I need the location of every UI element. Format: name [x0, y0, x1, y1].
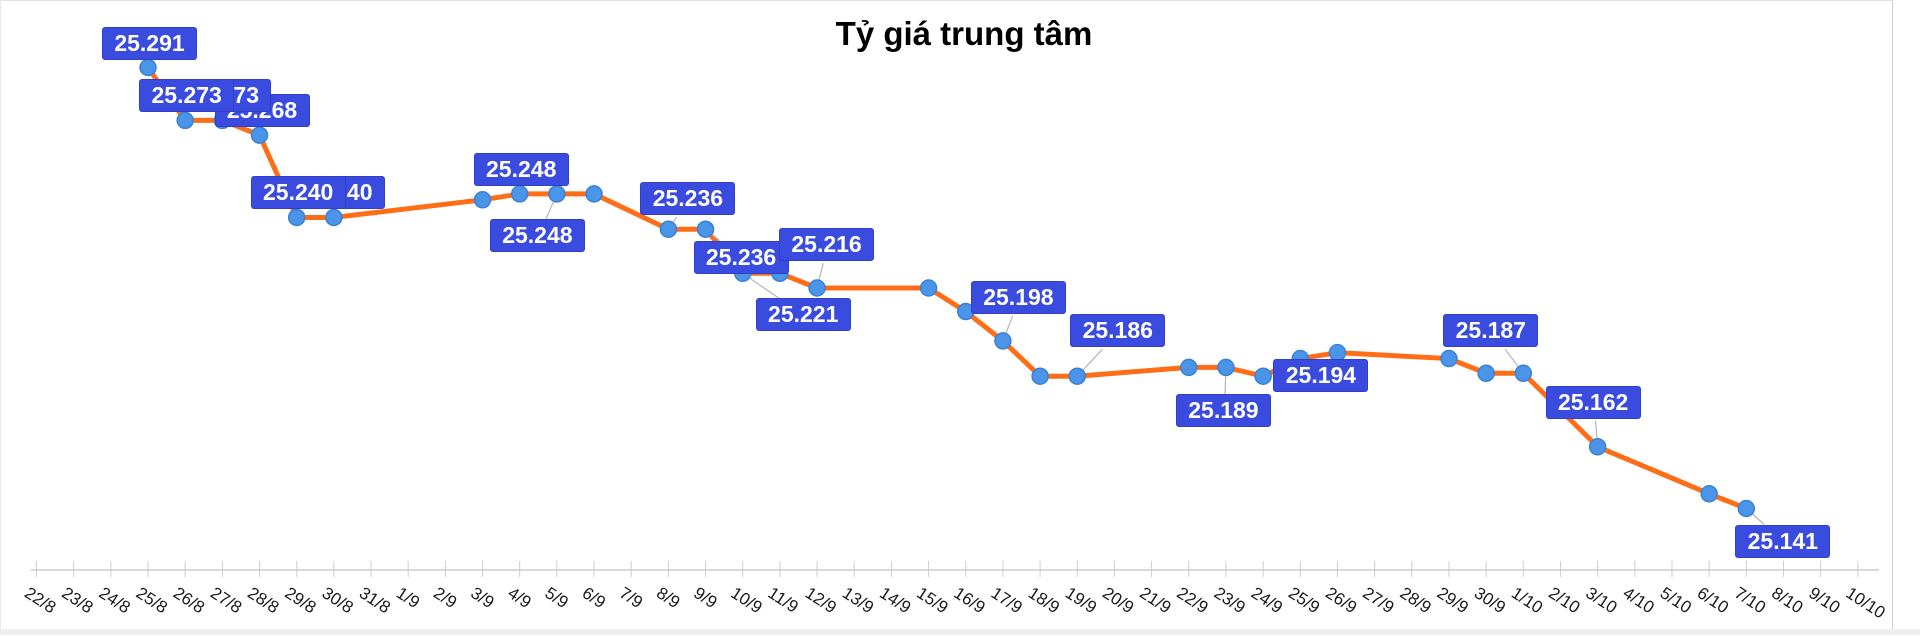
x-axis-label: 15/9 — [913, 583, 951, 617]
value-label: 25.186 — [1070, 314, 1165, 347]
x-axis-label: 6/10 — [1694, 583, 1732, 617]
x-axis-label: 13/9 — [839, 583, 877, 617]
x-axis-label: 30/8 — [319, 583, 357, 617]
x-axis-label: 28/8 — [244, 583, 282, 617]
data-point[interactable] — [698, 221, 714, 237]
data-point[interactable] — [660, 221, 676, 237]
x-axis-label: 30/9 — [1471, 583, 1509, 617]
x-axis-label: 7/9 — [616, 583, 646, 612]
value-label: 25.236 — [640, 182, 735, 215]
x-axis-label: 1/9 — [393, 583, 423, 612]
x-axis-label: 12/9 — [802, 583, 840, 617]
x-axis-label: 9/10 — [1805, 583, 1843, 617]
x-axis-label: 5/9 — [542, 583, 572, 612]
value-label: 25.236 — [694, 241, 789, 274]
x-axis-label: 24/9 — [1248, 583, 1286, 617]
data-point[interactable] — [921, 280, 937, 296]
data-point[interactable] — [475, 192, 491, 208]
data-point[interactable] — [1738, 501, 1754, 517]
x-axis-label: 6/9 — [579, 583, 609, 612]
x-axis-label: 8/9 — [653, 583, 683, 612]
data-point[interactable] — [549, 186, 565, 202]
x-axis-label: 4/10 — [1620, 583, 1658, 617]
x-axis-label: 5/10 — [1657, 583, 1695, 617]
x-axis-label: 2/9 — [430, 583, 460, 612]
value-label: 25.198 — [971, 281, 1066, 314]
value-label: 25.248 — [474, 153, 569, 186]
value-label: 25.248 — [490, 219, 585, 252]
data-point[interactable] — [1441, 351, 1457, 367]
x-axis-label: 20/9 — [1099, 583, 1137, 617]
x-axis-label: 8/10 — [1768, 583, 1806, 617]
data-point[interactable] — [809, 280, 825, 296]
data-point[interactable] — [1590, 439, 1606, 455]
x-axis-label: 28/9 — [1397, 583, 1435, 617]
data-point[interactable] — [177, 112, 193, 128]
x-axis-label: 3/10 — [1582, 583, 1620, 617]
x-axis-label: 26/9 — [1322, 583, 1360, 617]
x-axis-label: 22/9 — [1174, 583, 1212, 617]
value-label: 25.187 — [1443, 314, 1538, 347]
data-point[interactable] — [1478, 365, 1494, 381]
x-axis-label: 27/8 — [207, 583, 245, 617]
x-axis-label: 27/9 — [1359, 583, 1397, 617]
value-label: 25.216 — [779, 228, 874, 261]
x-axis-label: 2/10 — [1545, 583, 1583, 617]
x-axis-label: 9/9 — [690, 583, 720, 612]
data-point[interactable] — [140, 60, 156, 76]
x-axis-label: 4/9 — [504, 583, 534, 612]
value-label: 25.141 — [1735, 525, 1830, 558]
value-label: 25.194 — [1273, 359, 1368, 392]
x-axis-label: 7/10 — [1731, 583, 1769, 617]
x-axis-label: 18/9 — [1025, 583, 1063, 617]
value-label: 25.240 — [251, 176, 346, 209]
data-point[interactable] — [586, 186, 602, 202]
bottom-edge-strip — [0, 629, 1920, 635]
x-axis-label: 23/8 — [58, 583, 96, 617]
x-axis-label: 26/8 — [170, 583, 208, 617]
data-point[interactable] — [1032, 368, 1048, 384]
data-point[interactable] — [512, 186, 528, 202]
value-label: 25.162 — [1546, 386, 1641, 419]
value-label: 25.189 — [1176, 394, 1271, 427]
x-axis-label: 29/9 — [1434, 583, 1472, 617]
x-axis-label: 16/9 — [950, 583, 988, 617]
value-label: 25.291 — [102, 27, 197, 60]
x-axis-label: 25/9 — [1285, 583, 1323, 617]
data-point[interactable] — [1069, 368, 1085, 384]
data-point[interactable] — [1701, 486, 1717, 502]
x-axis-label: 23/9 — [1211, 583, 1249, 617]
x-axis-label: 17/9 — [988, 583, 1026, 617]
x-axis-label: 1/10 — [1508, 583, 1546, 617]
x-axis-label: 14/9 — [876, 583, 914, 617]
data-point[interactable] — [252, 127, 268, 143]
data-point[interactable] — [326, 209, 342, 225]
value-label: 25.221 — [756, 298, 851, 331]
x-axis-label: 31/8 — [356, 583, 394, 617]
x-axis-label: 10/9 — [727, 583, 765, 617]
value-label: 25.273 — [139, 79, 234, 112]
data-point[interactable] — [289, 209, 305, 225]
series-line — [148, 68, 1746, 509]
data-point[interactable] — [1181, 359, 1197, 375]
x-axis-label: 3/9 — [467, 583, 497, 612]
data-point[interactable] — [1515, 365, 1531, 381]
x-axis-label: 11/9 — [765, 583, 802, 616]
x-axis-label: 24/8 — [96, 583, 134, 617]
data-point[interactable] — [995, 333, 1011, 349]
x-axis-label: 25/8 — [133, 583, 171, 617]
x-axis-label: 19/9 — [1062, 583, 1100, 617]
data-point[interactable] — [1218, 359, 1234, 375]
x-axis-label: 22/8 — [21, 583, 59, 617]
x-axis-label: 21/9 — [1136, 583, 1174, 617]
x-axis-label: 10/10 — [1843, 583, 1889, 622]
x-axis-label: 29/8 — [281, 583, 319, 617]
data-point[interactable] — [1255, 368, 1271, 384]
